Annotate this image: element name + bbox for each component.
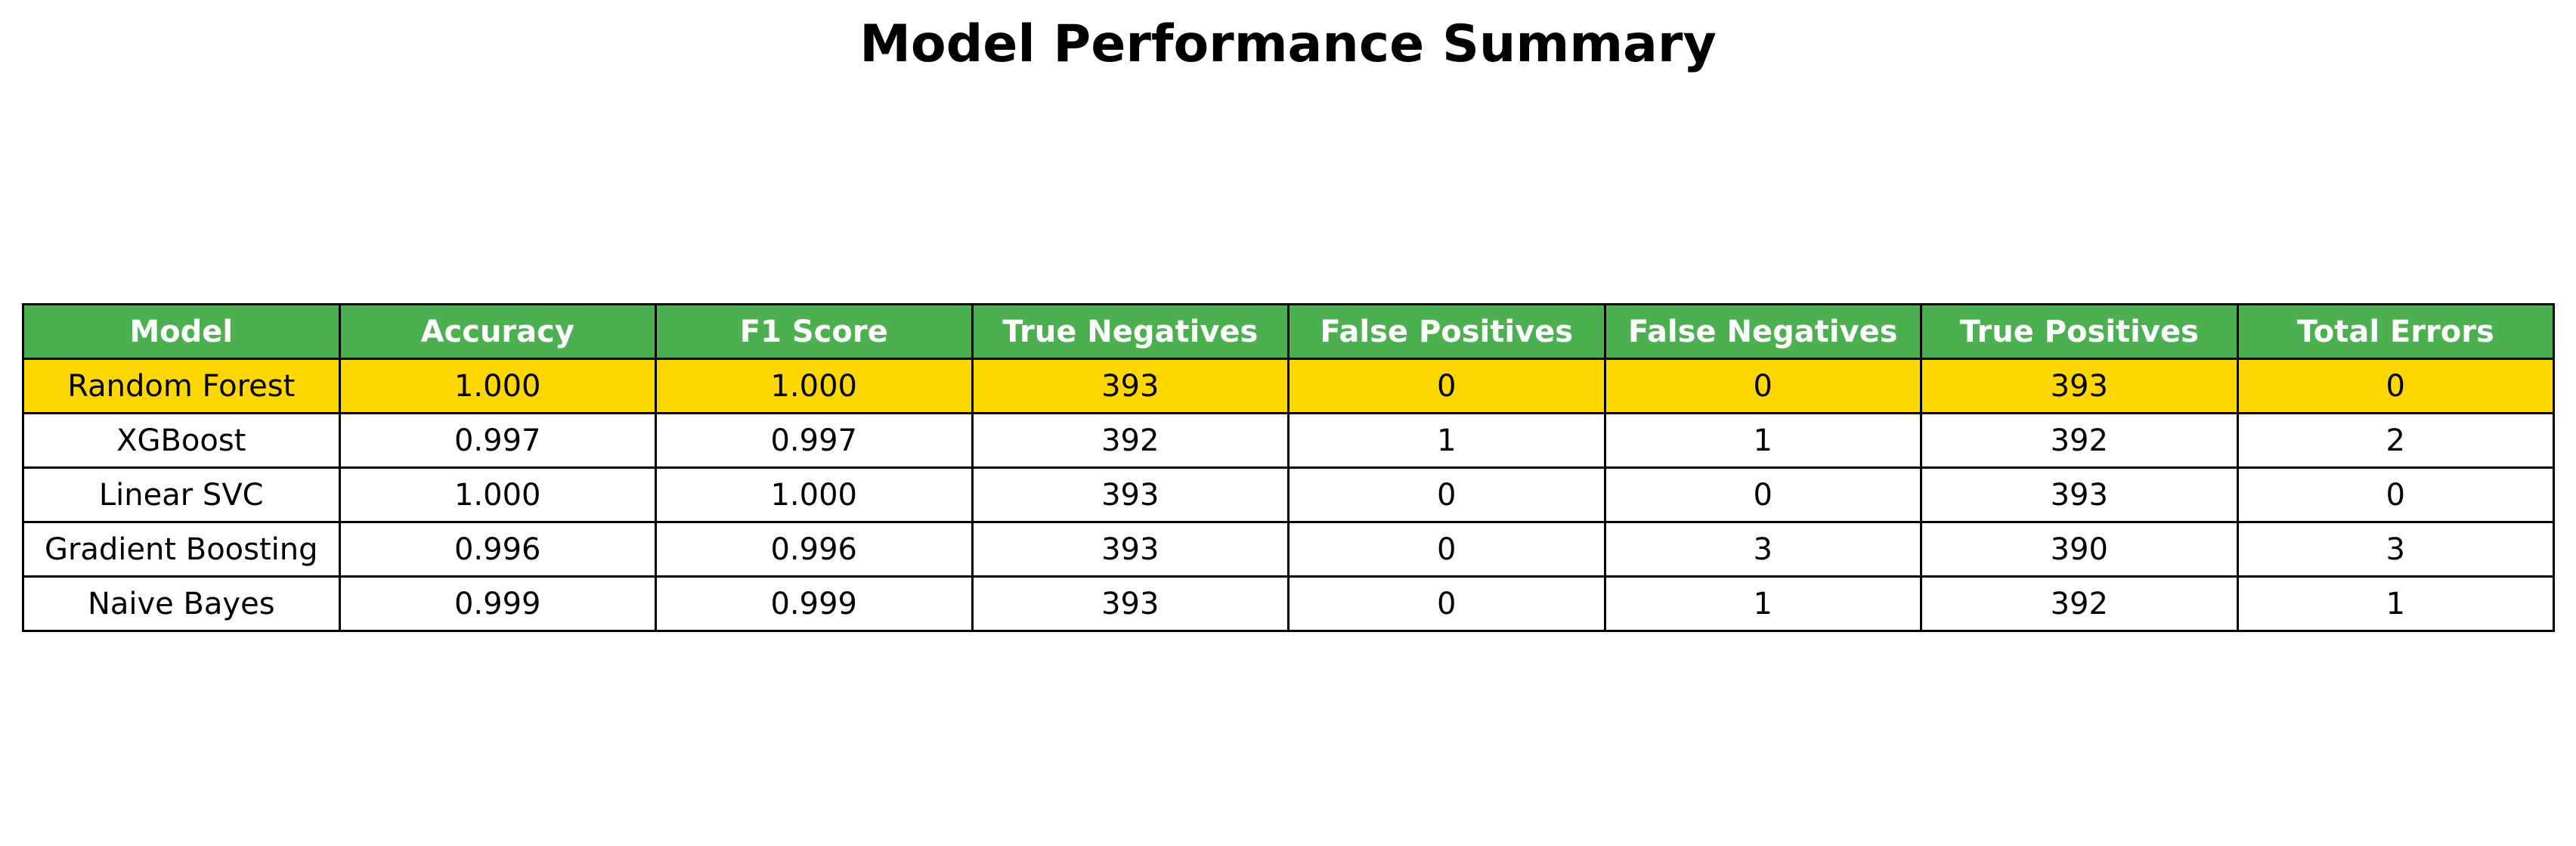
table-cell: 0 (2236, 466, 2555, 523)
column-header: False Negatives (1603, 303, 1922, 360)
table-cell: 1.000 (338, 358, 657, 414)
table-row: Linear SVC 1.000 1.000 393 0 0 393 0 (22, 466, 2555, 523)
table-cell: 1.000 (338, 466, 657, 523)
table-cell: 3 (2236, 521, 2555, 578)
table-cell: 0 (1603, 466, 1922, 523)
table-cell: 390 (1920, 521, 2239, 578)
table-cell: 0.997 (338, 412, 657, 469)
column-header: Model (22, 303, 341, 360)
column-header: Accuracy (338, 303, 657, 360)
model-name-cell: Naive Bayes (22, 575, 341, 632)
table-cell: 392 (971, 412, 1290, 469)
model-name-cell: XGBoost (22, 412, 341, 469)
table-cell: 393 (971, 521, 1290, 578)
table-cell: 1 (1287, 412, 1606, 469)
table-cell: 393 (1920, 358, 2239, 414)
model-name-cell: Gradient Boosting (22, 521, 341, 578)
table-cell: 393 (1920, 466, 2239, 523)
model-name-cell: Random Forest (22, 358, 341, 414)
table-cell: 1 (1603, 575, 1922, 632)
table-cell: 0.996 (655, 521, 974, 578)
table-cell: 1.000 (655, 358, 974, 414)
table-cell: 392 (1920, 575, 2239, 632)
table-cell: 0 (1287, 466, 1606, 523)
table-cell: 2 (2236, 412, 2555, 469)
table-cell: 393 (971, 358, 1290, 414)
table-body: Random Forest 1.000 1.000 393 0 0 393 0 XGBoost 0… (22, 358, 2555, 632)
table-cell: 1 (1603, 412, 1922, 469)
table-cell: 0.997 (655, 412, 974, 469)
table-cell: 0 (1603, 358, 1922, 414)
column-header: False Positives (1287, 303, 1606, 360)
table-cell: 1 (2236, 575, 2555, 632)
performance-table: Model Accuracy F1 Score True Negatives False… (22, 303, 2555, 632)
table-row: Naive Bayes 0.999 0.999 393 0 1 392 1 (22, 575, 2555, 632)
column-header: Total Errors (2236, 303, 2555, 360)
column-header: True Negatives (971, 303, 1290, 360)
table-row: XGBoost 0.997 0.997 392 1 1 392 2 (22, 412, 2555, 469)
chart-title: Model Performance Summary (859, 14, 1717, 74)
table-header-row: Model Accuracy F1 Score True Negatives False… (22, 303, 2555, 360)
table-cell: 1.000 (655, 466, 974, 523)
table-cell: 0.999 (338, 575, 657, 632)
table-row: Random Forest 1.000 1.000 393 0 0 393 0 (22, 358, 2555, 414)
column-header: F1 Score (655, 303, 974, 360)
model-name-cell: Linear SVC (22, 466, 341, 523)
table-cell: 0 (1287, 575, 1606, 632)
table-cell: 0.996 (338, 521, 657, 578)
table-cell: 3 (1603, 521, 1922, 578)
table-cell: 0 (1287, 521, 1606, 578)
table-cell: 0.999 (655, 575, 974, 632)
table-cell: 0 (1287, 358, 1606, 414)
column-header: True Positives (1920, 303, 2239, 360)
table-row: Gradient Boosting 0.996 0.996 393 0 3 390 3 (22, 521, 2555, 578)
table-cell: 0 (2236, 358, 2555, 414)
table-cell: 393 (971, 466, 1290, 523)
table-cell: 392 (1920, 412, 2239, 469)
table-cell: 393 (971, 575, 1290, 632)
